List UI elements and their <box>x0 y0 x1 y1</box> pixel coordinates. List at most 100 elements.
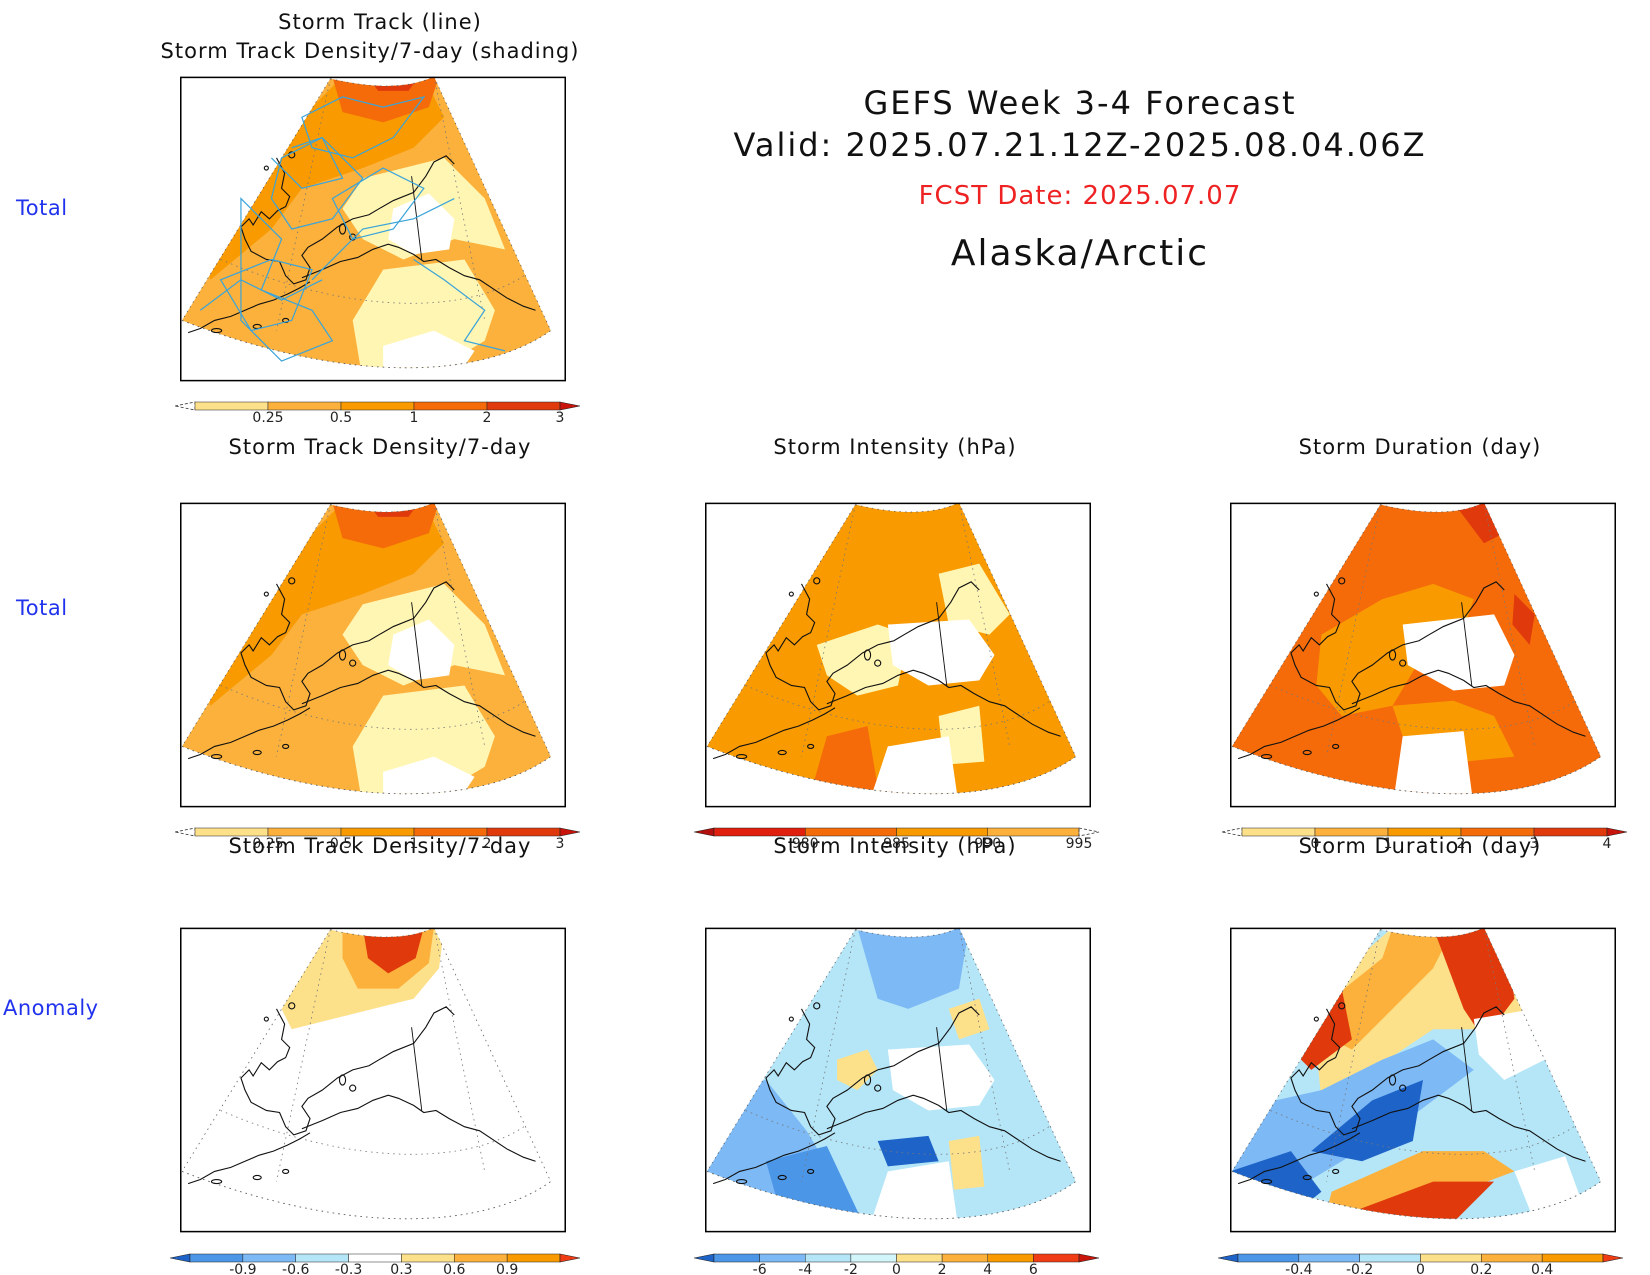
graticule <box>1231 502 1602 795</box>
colorbar-bin <box>1359 1253 1421 1263</box>
storm-track-lines <box>199 95 506 362</box>
missing-data-region <box>383 756 475 794</box>
colorbar-density-total: 0.250.51234 <box>175 827 581 852</box>
map-frame <box>705 927 1091 1233</box>
coastline <box>712 577 1061 760</box>
colorbar-tick-label: 1 <box>410 836 419 852</box>
graticule <box>706 927 1077 1220</box>
duration-anomaly-title: Storm Duration (day) <box>1298 834 1542 858</box>
shaded-region <box>857 927 970 1009</box>
colorbar-tick-label: -4 <box>798 1262 812 1275</box>
colorbar-bin <box>987 827 1080 837</box>
colorbar-bin <box>850 1253 897 1263</box>
density-total-title: Storm Track Density/7-day <box>228 435 532 459</box>
missing-data-region <box>887 1044 995 1111</box>
map-density-total <box>180 502 566 808</box>
graticule <box>181 927 552 1220</box>
colorbar-bin <box>267 401 342 411</box>
shaded-region <box>190 502 445 706</box>
colorbar-over-arrow <box>559 1253 581 1263</box>
map-frame <box>180 927 566 1233</box>
colorbar-bin <box>759 1253 806 1263</box>
colorbar-bin <box>189 1253 244 1263</box>
colorbar-bin <box>805 1253 852 1263</box>
colorbar-over-arrow <box>559 401 581 411</box>
map-duration-anomaly <box>1230 927 1616 1233</box>
map-frame <box>1230 927 1616 1233</box>
missing-data-region <box>388 193 455 255</box>
coastline <box>187 1002 536 1185</box>
shaded-region <box>938 563 1010 635</box>
coastline <box>712 1002 1061 1185</box>
colorbar-tick-label: 1 <box>410 410 419 426</box>
shaded-region <box>948 1135 985 1190</box>
colorbar-tick-label: 2 <box>483 836 492 852</box>
colorbar-over-arrow <box>1602 1253 1624 1263</box>
colorbar-bin <box>1420 1253 1482 1263</box>
colorbar-tick-label: 985 <box>883 836 910 852</box>
colorbar-tick-label: -0.4 <box>1285 1262 1312 1275</box>
colorbar-bin <box>454 1253 508 1263</box>
colorbar-bin <box>896 827 988 837</box>
colorbar-bin <box>194 401 269 411</box>
map-density-anomaly <box>180 927 566 1233</box>
colorbar-bin <box>941 1253 988 1263</box>
colorbar-bin <box>1481 1253 1543 1263</box>
colorbar-bin <box>413 401 488 411</box>
colorbar-bin <box>401 1253 455 1263</box>
colorbar-tick-label: 2 <box>1457 836 1466 852</box>
region-name: Alaska/Arctic <box>950 233 1210 274</box>
map-storm-track-top <box>180 76 566 382</box>
valid-range: Valid: 2025.07.21.12Z-2025.08.04.06Z <box>733 126 1427 164</box>
colorbar-bin <box>713 827 806 837</box>
colorbar-under-arrow <box>175 827 196 837</box>
colorbar-under-arrow <box>1222 827 1243 837</box>
colorbar-over-arrow <box>559 827 581 837</box>
colorbar-bin <box>295 1253 349 1263</box>
colorbar-intensity-anomaly: -6 -4 -2 0 2 4 6 <box>694 1253 1100 1275</box>
density-anomaly-title: Storm Track Density/7-day <box>228 834 532 858</box>
shaded-region <box>948 998 990 1040</box>
colorbar-bin <box>1541 1253 1604 1263</box>
colorbar-bin <box>340 401 415 411</box>
shaded-region <box>1433 927 1515 1040</box>
shaded-region <box>190 76 445 280</box>
missing-data-region <box>1473 1008 1545 1080</box>
colorbar-tick-label: 6 <box>1029 1262 1038 1275</box>
colorbar-bin <box>896 1253 943 1263</box>
colorbar-bin <box>713 1253 760 1263</box>
colorbar-tick-label: -0.2 <box>1346 1262 1373 1275</box>
colorbar-tick-label: -0.6 <box>282 1262 309 1275</box>
colorbar-tick-label: 4 <box>983 1262 992 1275</box>
colorbar-bin <box>1533 827 1608 837</box>
colorbar-over-arrow <box>1078 1253 1100 1263</box>
colorbar-tick-label: 0.2 <box>1470 1262 1492 1275</box>
colorbar-bin <box>242 1253 296 1263</box>
colorbar-intensity-total: 9809859909951000 <box>694 827 1100 852</box>
colorbar-bin <box>506 1253 561 1263</box>
missing-data-region <box>867 1161 959 1219</box>
colorbar-under-arrow <box>694 827 715 837</box>
shaded-region <box>1512 594 1535 645</box>
intensity-anomaly-title: Storm Intensity (hPa) <box>773 834 1017 858</box>
colorbar-bin <box>340 827 415 837</box>
coastline <box>1237 1002 1586 1185</box>
duration-total-title: Storm Duration (day) <box>1298 435 1542 459</box>
graticule <box>1231 927 1602 1220</box>
colorbar-tick-label: 0 <box>1311 836 1320 852</box>
map-frame <box>180 76 566 382</box>
top-panel-title-shading: Storm Track Density/7-day (shading) <box>160 39 580 63</box>
top-panel-title-line: Storm Track (line) <box>278 10 482 34</box>
colorbar-density-anomaly: -0.9 -0.6 -0.3 0.3 0.6 0.9 <box>170 1253 581 1275</box>
shaded-region <box>877 1135 939 1167</box>
map-frame <box>705 502 1091 808</box>
missing-data-region <box>1392 731 1474 794</box>
colorbar-bin <box>486 401 561 411</box>
colorbar-under-arrow <box>170 1253 191 1263</box>
colorbar-bin <box>1314 827 1389 837</box>
colorbar-over-arrow <box>1606 827 1628 837</box>
coastline <box>187 151 536 334</box>
map-frame <box>180 502 566 808</box>
colorbar-bin <box>805 827 897 837</box>
colorbar-bin <box>987 1253 1034 1263</box>
